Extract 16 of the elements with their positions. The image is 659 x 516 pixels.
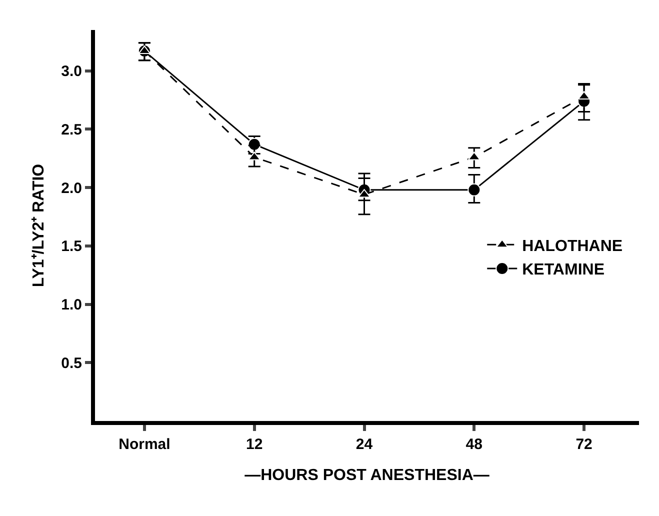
y-tick-label: 2.0 (61, 180, 82, 197)
x-tick-label: 48 (466, 436, 482, 453)
x-axis-title: —HOURS POST ANESTHESIA— (244, 467, 490, 484)
y-tick-label: 0.5 (61, 354, 82, 372)
y-tick-label: 1.0 (61, 296, 82, 314)
y-tick-label: 1.5 (61, 238, 82, 256)
y-axis-title: LY1⁺/LY2⁺ RATIO (30, 164, 48, 288)
x-tick-label: 12 (246, 436, 263, 453)
point (468, 183, 481, 196)
y-tick-label: 3.0 (61, 63, 82, 80)
x-tick-label: 24 (356, 436, 374, 453)
x-tick-label: 72 (576, 436, 592, 453)
legend-label: HALOTHANE (522, 238, 623, 255)
legend-label: KETAMINE (522, 262, 605, 279)
y-tick-label: 2.5 (61, 121, 82, 138)
x-tick-label: Normal (118, 436, 170, 453)
